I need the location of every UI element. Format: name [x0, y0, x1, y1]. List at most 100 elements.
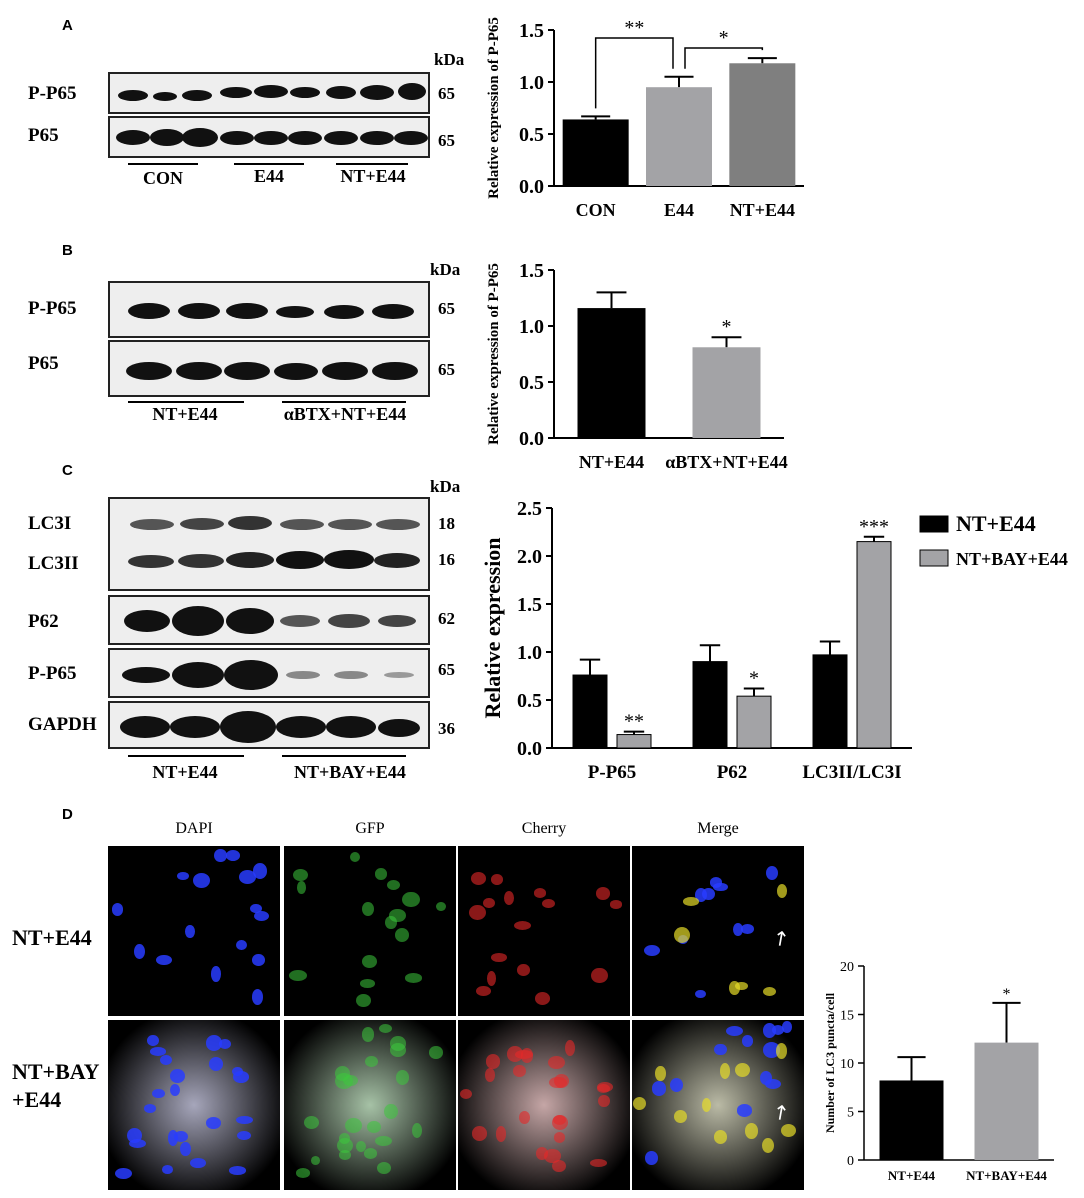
bar — [562, 119, 629, 186]
micro-column-header: Cherry — [521, 820, 567, 837]
x-tick-label: E44 — [664, 200, 694, 220]
blot-row-label: LC3I — [28, 513, 72, 534]
bar — [974, 1042, 1039, 1160]
blot-row-label: P-P65 — [28, 663, 77, 684]
y-tick-label: 0 — [847, 1154, 854, 1169]
bar — [812, 654, 848, 749]
blot-row-label: P-P65 — [28, 298, 77, 319]
blot-group-label: NT+BAY+E44 — [294, 762, 406, 782]
molecular-weight: 18 — [438, 514, 455, 533]
x-tick-label: LC3II/LC3I — [802, 762, 901, 783]
y-tick-label: 10 — [840, 1057, 854, 1072]
x-tick-label: NT+BAY+E44 — [966, 1168, 1047, 1183]
blot-group-label: NT+E44 — [340, 166, 406, 186]
micro-row-label: NT+BAY +E44 — [12, 1059, 100, 1112]
molecular-weight: 65 — [438, 84, 455, 103]
y-tick-label: 1.0 — [519, 316, 544, 338]
x-tick-label: αBTX+NT+E44 — [665, 452, 788, 472]
y-tick-label: 2.0 — [517, 546, 542, 568]
y-tick-label: 1.5 — [519, 260, 544, 282]
chart-d: 0 5 10 15 20 Number of LC3 puncta/cell NT+E44 N… — [823, 960, 1054, 1183]
y-axis-label: Relative expression of P-P65 — [486, 263, 502, 445]
blot-group-label: CON — [143, 168, 183, 188]
bar — [572, 674, 608, 749]
micrograph — [458, 1020, 630, 1190]
molecular-weight: 62 — [438, 609, 455, 628]
blot-group-label: NT+E44 — [152, 404, 218, 424]
y-axis-label: Relative expression — [480, 537, 505, 718]
kda-label: kDa — [434, 50, 465, 69]
blot-group-label: NT+E44 — [152, 762, 218, 782]
x-tick-label: P62 — [717, 762, 748, 783]
y-tick-label: 20 — [840, 960, 854, 975]
blot-strip — [108, 648, 430, 698]
significance-mark: ** — [624, 711, 644, 733]
blot-strip — [108, 72, 430, 114]
legend-swatch — [919, 515, 949, 533]
bar — [692, 347, 761, 438]
y-tick-label: 0.0 — [519, 176, 544, 198]
significance-mark: * — [749, 667, 759, 689]
y-tick-label: 5 — [847, 1105, 854, 1120]
y-tick-label: 15 — [840, 1008, 854, 1023]
x-tick-label: P-P65 — [588, 762, 637, 783]
blot-row-label: P-P65 — [28, 83, 77, 104]
blot-strip — [108, 701, 430, 749]
significance-bracket — [594, 37, 674, 109]
y-tick-label: 0.5 — [519, 124, 544, 146]
micrograph: ↗ — [632, 846, 804, 1016]
blot-row-label: P62 — [28, 611, 59, 632]
significance-mark: *** — [859, 516, 889, 538]
bar — [856, 541, 892, 749]
molecular-weight: 65 — [438, 299, 455, 318]
panel-label-d: D — [62, 806, 73, 823]
blot-group-label: E44 — [253, 166, 284, 186]
blot-strip — [108, 116, 430, 158]
molecular-weight: 65 — [438, 131, 455, 150]
legend-label: NT+BAY+E44 — [956, 549, 1068, 569]
y-tick-label: 0.0 — [517, 738, 542, 760]
blot-row-label: P65 — [28, 125, 59, 146]
legend-swatch — [919, 549, 949, 567]
y-tick-label: 2.5 — [517, 498, 542, 520]
arrow-icon: ↗ — [766, 923, 795, 953]
y-tick-label: 1.5 — [517, 594, 542, 616]
x-tick-label: NT+E44 — [579, 452, 644, 472]
bar — [692, 661, 728, 749]
x-tick-label: CON — [576, 200, 616, 220]
molecular-weight: 36 — [438, 719, 455, 738]
x-tick-label: NT+E44 — [888, 1168, 936, 1183]
y-tick-label: 1.5 — [519, 20, 544, 42]
kda-label: kDa — [430, 477, 461, 496]
micrograph — [108, 846, 280, 1016]
x-tick-label: NT+E44 — [730, 200, 795, 220]
panel-label-a: A — [62, 17, 73, 34]
y-axis-label: Relative expression of P-P65 — [486, 17, 502, 199]
micrograph — [108, 1020, 280, 1190]
blot-strip — [108, 497, 430, 591]
y-axis-label: Number of LC3 puncta/cell — [823, 992, 837, 1133]
micro-row-label: NT+E44 — [12, 925, 92, 950]
chart-a: 0.0 0.5 1.0 1.5 Relative expression of P-P65… — [486, 17, 804, 220]
blot-row-label: P65 — [28, 353, 59, 374]
bar — [646, 87, 712, 186]
micro-column-header: DAPI — [175, 820, 213, 837]
significance-bracket — [684, 47, 764, 69]
micrograph — [284, 846, 456, 1016]
kda-label: kDa — [430, 260, 461, 279]
arrow-icon: ↗ — [766, 1097, 795, 1127]
chart-c: 0.0 0.5 1.0 1.5 2.0 2.5 Relative expression ** P… — [480, 498, 1068, 783]
blot-strip — [108, 595, 430, 645]
y-tick-label: 1.0 — [517, 642, 542, 664]
blot-group-label: αBTX+NT+E44 — [283, 404, 407, 424]
chart-b: 0.0 0.5 1.0 1.5 Relative expression of P-P65… — [486, 260, 788, 472]
blot-strip — [108, 340, 430, 397]
molecular-weight: 65 — [438, 660, 455, 679]
bar — [577, 308, 646, 438]
bar — [616, 734, 652, 749]
micrograph — [458, 846, 630, 1016]
panel-label-c: C — [62, 462, 73, 479]
molecular-weight: 16 — [438, 550, 455, 569]
blot-strip — [108, 281, 430, 338]
significance-mark: ** — [624, 17, 644, 39]
